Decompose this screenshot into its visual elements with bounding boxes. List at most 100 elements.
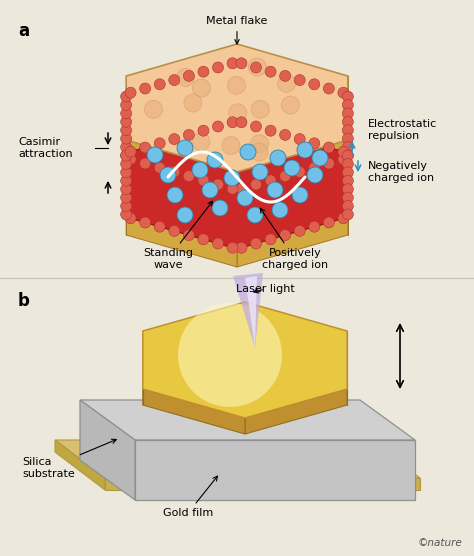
Circle shape bbox=[183, 71, 194, 81]
Circle shape bbox=[323, 83, 334, 94]
Circle shape bbox=[121, 183, 132, 195]
Circle shape bbox=[338, 146, 349, 157]
Circle shape bbox=[236, 183, 247, 194]
Circle shape bbox=[121, 209, 132, 220]
Circle shape bbox=[292, 187, 308, 203]
Circle shape bbox=[169, 75, 180, 86]
Circle shape bbox=[147, 147, 163, 163]
Circle shape bbox=[121, 142, 132, 152]
Circle shape bbox=[323, 217, 334, 228]
Circle shape bbox=[236, 242, 247, 253]
Circle shape bbox=[224, 170, 240, 186]
Text: Electrostatic
repulsion: Electrostatic repulsion bbox=[368, 119, 437, 141]
Circle shape bbox=[145, 100, 163, 118]
Circle shape bbox=[212, 200, 228, 216]
Circle shape bbox=[267, 182, 283, 198]
Polygon shape bbox=[237, 140, 348, 190]
Circle shape bbox=[121, 175, 132, 186]
Circle shape bbox=[280, 71, 291, 81]
Circle shape bbox=[125, 154, 136, 165]
Circle shape bbox=[309, 162, 320, 173]
Circle shape bbox=[227, 117, 238, 128]
Circle shape bbox=[121, 150, 132, 161]
Circle shape bbox=[202, 182, 218, 198]
Circle shape bbox=[265, 234, 276, 245]
Circle shape bbox=[342, 201, 353, 211]
Circle shape bbox=[140, 83, 151, 94]
Circle shape bbox=[338, 87, 349, 98]
Polygon shape bbox=[126, 121, 348, 249]
Circle shape bbox=[169, 225, 180, 236]
Polygon shape bbox=[80, 400, 415, 440]
Circle shape bbox=[294, 166, 305, 177]
Text: ©nature: ©nature bbox=[417, 538, 462, 548]
Circle shape bbox=[284, 160, 300, 176]
Polygon shape bbox=[55, 440, 420, 478]
Circle shape bbox=[212, 62, 224, 73]
Circle shape bbox=[342, 142, 353, 152]
Circle shape bbox=[342, 116, 353, 127]
Text: Metal flake: Metal flake bbox=[206, 16, 268, 44]
Circle shape bbox=[178, 303, 282, 407]
Circle shape bbox=[125, 146, 136, 157]
Circle shape bbox=[342, 133, 353, 144]
Circle shape bbox=[342, 209, 353, 220]
Circle shape bbox=[154, 138, 165, 149]
Text: a: a bbox=[18, 22, 29, 40]
Polygon shape bbox=[245, 276, 257, 348]
Text: Negatively
charged ion: Negatively charged ion bbox=[368, 161, 434, 183]
Circle shape bbox=[342, 150, 353, 161]
Text: Gold film: Gold film bbox=[163, 476, 218, 518]
Text: Laser light: Laser light bbox=[236, 284, 294, 294]
Circle shape bbox=[280, 171, 291, 182]
Circle shape bbox=[307, 167, 323, 183]
Circle shape bbox=[236, 58, 247, 69]
Circle shape bbox=[338, 213, 349, 224]
Text: Casimir
attraction: Casimir attraction bbox=[18, 137, 73, 159]
Circle shape bbox=[294, 225, 305, 236]
Circle shape bbox=[121, 91, 132, 102]
Circle shape bbox=[212, 238, 224, 249]
Polygon shape bbox=[80, 400, 135, 500]
Polygon shape bbox=[55, 440, 105, 490]
Circle shape bbox=[312, 150, 328, 166]
Circle shape bbox=[247, 207, 263, 223]
Circle shape bbox=[338, 154, 349, 165]
Polygon shape bbox=[245, 389, 347, 434]
Circle shape bbox=[250, 143, 268, 161]
Polygon shape bbox=[143, 302, 347, 418]
Circle shape bbox=[183, 171, 194, 182]
Circle shape bbox=[227, 242, 238, 253]
Circle shape bbox=[192, 133, 210, 151]
Circle shape bbox=[228, 76, 246, 95]
Text: Silica
substrate: Silica substrate bbox=[22, 439, 116, 479]
Circle shape bbox=[240, 144, 256, 160]
Circle shape bbox=[251, 100, 269, 118]
Circle shape bbox=[342, 150, 353, 161]
Circle shape bbox=[140, 142, 151, 153]
Circle shape bbox=[183, 130, 194, 141]
Circle shape bbox=[121, 158, 132, 170]
Circle shape bbox=[250, 62, 262, 73]
Circle shape bbox=[121, 108, 132, 119]
Circle shape bbox=[121, 116, 132, 127]
Circle shape bbox=[169, 133, 180, 145]
Circle shape bbox=[248, 58, 266, 76]
Circle shape bbox=[297, 142, 313, 158]
Circle shape bbox=[309, 221, 320, 232]
Text: Standing
wave: Standing wave bbox=[143, 201, 212, 270]
Polygon shape bbox=[105, 478, 420, 490]
Circle shape bbox=[177, 207, 193, 223]
Circle shape bbox=[198, 234, 209, 245]
Circle shape bbox=[227, 183, 238, 194]
Circle shape bbox=[125, 213, 136, 224]
Circle shape bbox=[278, 75, 296, 92]
Circle shape bbox=[342, 91, 353, 102]
Polygon shape bbox=[143, 389, 245, 434]
Circle shape bbox=[323, 142, 334, 153]
Polygon shape bbox=[126, 217, 237, 267]
Circle shape bbox=[212, 121, 224, 132]
Circle shape bbox=[177, 68, 195, 86]
Circle shape bbox=[192, 79, 210, 97]
Circle shape bbox=[227, 58, 238, 69]
